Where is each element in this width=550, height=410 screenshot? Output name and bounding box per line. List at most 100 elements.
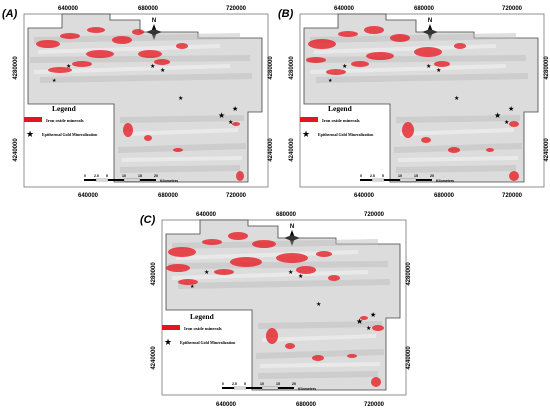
svg-text:10: 10 (260, 382, 264, 386)
iron-oxide-zones (36, 27, 244, 181)
svg-text:Iron oxide minerals: Iron oxide minerals (184, 326, 222, 331)
scale-bar: 0 2.5 5 10 15 20 Kilometers (360, 174, 454, 183)
panel-label: (C) (140, 214, 156, 226)
x-tick-top-3: 720000 (226, 6, 247, 12)
legend-star-icon: ★ (164, 337, 172, 347)
svg-text:20: 20 (292, 382, 296, 386)
svg-text:Legend: Legend (190, 312, 215, 321)
map-frame (161, 219, 407, 396)
svg-text:4240000: 4240000 (151, 346, 157, 370)
legend: Legend Iron oxide minerals ★ Epithermal … (162, 312, 236, 347)
legend-star-icon: ★ (26, 129, 34, 139)
svg-text:Kilometers: Kilometers (160, 179, 178, 183)
svg-text:★: ★ (494, 111, 501, 120)
svg-text:★: ★ (508, 105, 514, 113)
svg-text:4240000: 4240000 (289, 138, 295, 162)
panel-label: (A) (2, 8, 18, 20)
svg-text:680000: 680000 (276, 212, 297, 218)
svg-text:★: ★ (504, 119, 509, 126)
svg-text:4240000: 4240000 (406, 346, 412, 370)
iron-oxide-zones (306, 26, 519, 181)
svg-text:★: ★ (150, 63, 155, 70)
svg-text:★: ★ (228, 119, 233, 126)
svg-text:15: 15 (138, 174, 142, 178)
svg-text:10: 10 (398, 174, 402, 178)
svg-text:720000: 720000 (364, 402, 385, 408)
svg-text:4280000: 4280000 (151, 262, 157, 286)
svg-text:★: ★ (370, 311, 376, 319)
svg-text:★: ★ (328, 78, 333, 84)
svg-text:Kilometers: Kilometers (436, 179, 454, 183)
scale-bar: 0 2.5 5 10 15 20 Kilometers (222, 382, 316, 391)
study-area-hillshade (165, 219, 401, 391)
svg-text:★: ★ (204, 269, 209, 276)
x-tick-bottom-2: 680000 (158, 193, 179, 199)
north-arrow: N (284, 224, 300, 246)
svg-text:640000: 640000 (354, 193, 375, 199)
y-tick-right-1: 4280000 (268, 56, 272, 80)
svg-text:20: 20 (154, 174, 158, 178)
svg-text:Legend: Legend (328, 104, 353, 113)
legend-iron-label: Iron oxide minerals (46, 118, 84, 123)
svg-text:2.5: 2.5 (232, 382, 237, 386)
gold-mineralization-points: ★ ★ ★ ★ ★ ★ ★ ★ (190, 269, 376, 332)
legend-star-icon: ★ (302, 129, 310, 139)
gold-mineralization-points: ★ ★ ★ ★ ★ ★ ★ ★ (328, 63, 514, 126)
x-tick-bottom-3: 720000 (226, 193, 247, 199)
svg-text:★: ★ (454, 95, 459, 102)
svg-text:680000: 680000 (296, 402, 317, 408)
svg-text:N: N (428, 18, 432, 24)
legend: Legend Iron oxide minerals ★ Epithermal … (24, 104, 98, 139)
svg-text:★: ★ (218, 111, 225, 120)
svg-text:0: 0 (360, 174, 362, 178)
svg-text:★: ★ (66, 63, 71, 70)
study-area-hillshade (27, 13, 263, 183)
svg-text:★: ★ (190, 284, 195, 290)
svg-text:4280000: 4280000 (289, 56, 295, 80)
iron-oxide-zones (166, 232, 384, 387)
svg-text:★: ★ (288, 269, 293, 276)
svg-text:N: N (152, 18, 156, 24)
svg-text:5: 5 (106, 174, 108, 178)
svg-text:0: 0 (84, 174, 86, 178)
y-tick-right-2: 4240000 (268, 138, 272, 162)
legend: Legend Iron oxide minerals ★ Epithermal … (300, 104, 374, 139)
svg-text:★: ★ (436, 67, 441, 74)
svg-text:680000: 680000 (434, 193, 455, 199)
map-frame (23, 13, 269, 188)
svg-text:5: 5 (382, 174, 384, 178)
svg-text:0: 0 (222, 382, 224, 386)
svg-text:720000: 720000 (502, 193, 523, 199)
y-tick-left-2: 4240000 (13, 138, 19, 162)
svg-text:★: ★ (316, 301, 321, 308)
map-panel-a: (A) 640000 680000 720000 640000 680000 7… (0, 0, 272, 202)
svg-text:15: 15 (414, 174, 418, 178)
svg-text:4240000: 4240000 (544, 138, 550, 162)
svg-text:Kilometers: Kilometers (298, 387, 316, 391)
legend-title: Legend (52, 104, 77, 113)
svg-text:4280000: 4280000 (544, 56, 550, 80)
svg-text:2.5: 2.5 (370, 174, 375, 178)
study-area-hillshade (303, 13, 539, 183)
map-panel-b: (B) 640000 680000 720000 640000 680000 7… (276, 0, 550, 202)
north-arrow: N (146, 18, 162, 40)
svg-text:★: ★ (52, 78, 57, 84)
svg-text:2.5: 2.5 (94, 174, 99, 178)
svg-text:Iron oxide minerals: Iron oxide minerals (322, 118, 360, 123)
svg-text:720000: 720000 (502, 6, 523, 12)
x-tick-bottom-1: 640000 (78, 193, 99, 199)
x-tick-top-2: 680000 (138, 6, 159, 12)
svg-text:★: ★ (232, 105, 238, 113)
svg-text:720000: 720000 (364, 212, 385, 218)
svg-text:15: 15 (276, 382, 280, 386)
svg-text:N: N (290, 224, 294, 230)
legend-gold-label: Epithermal Gold Mineralization (42, 132, 98, 137)
svg-text:640000: 640000 (196, 212, 217, 218)
svg-text:Epithermal Gold Mineralization: Epithermal Gold Mineralization (318, 132, 374, 137)
svg-text:640000: 640000 (334, 6, 355, 12)
map-frame (299, 13, 545, 188)
map-panel-c: (C) 640000 680000 720000 640000 680000 7… (138, 206, 412, 410)
svg-text:★: ★ (160, 67, 165, 74)
svg-text:★: ★ (356, 317, 363, 326)
svg-text:Epithermal Gold Mineralization: Epithermal Gold Mineralization (180, 340, 236, 345)
